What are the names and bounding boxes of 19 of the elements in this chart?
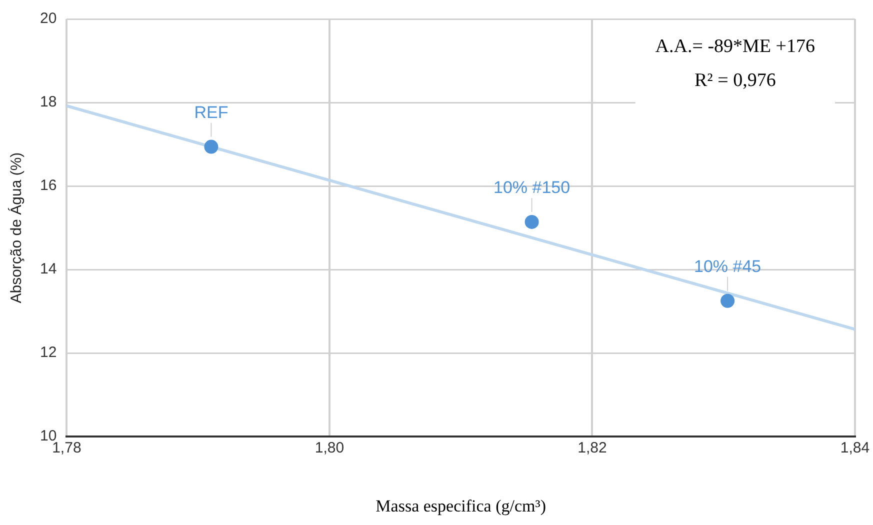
y-tick-label: 14 [40,260,57,278]
y-axis-title: Absorção de Água (%) [7,152,26,304]
y-tick-label: 20 [40,10,57,28]
annotation: 10% #150 [494,178,570,198]
x-tick-label: 1,82 [578,440,607,457]
annotation: R² = 0,976 [694,70,776,91]
point [524,214,539,229]
y-tick-label: 16 [40,177,57,194]
x-axis-title: Massa especifica (g/cm³) [376,496,546,516]
point [720,294,735,308]
x-tick-label: 1,78 [52,440,82,457]
annotation: A.A.= -89*ME +176 [655,36,815,57]
x-tick-label: 1,84 [840,440,870,457]
x-tick-label: 1,80 [314,440,344,457]
point [204,140,218,154]
annotation: REF [194,102,228,122]
y-tick-label: 12 [40,344,57,362]
y-tick-label: 18 [40,94,57,111]
annotation: 10% #45 [694,257,762,276]
